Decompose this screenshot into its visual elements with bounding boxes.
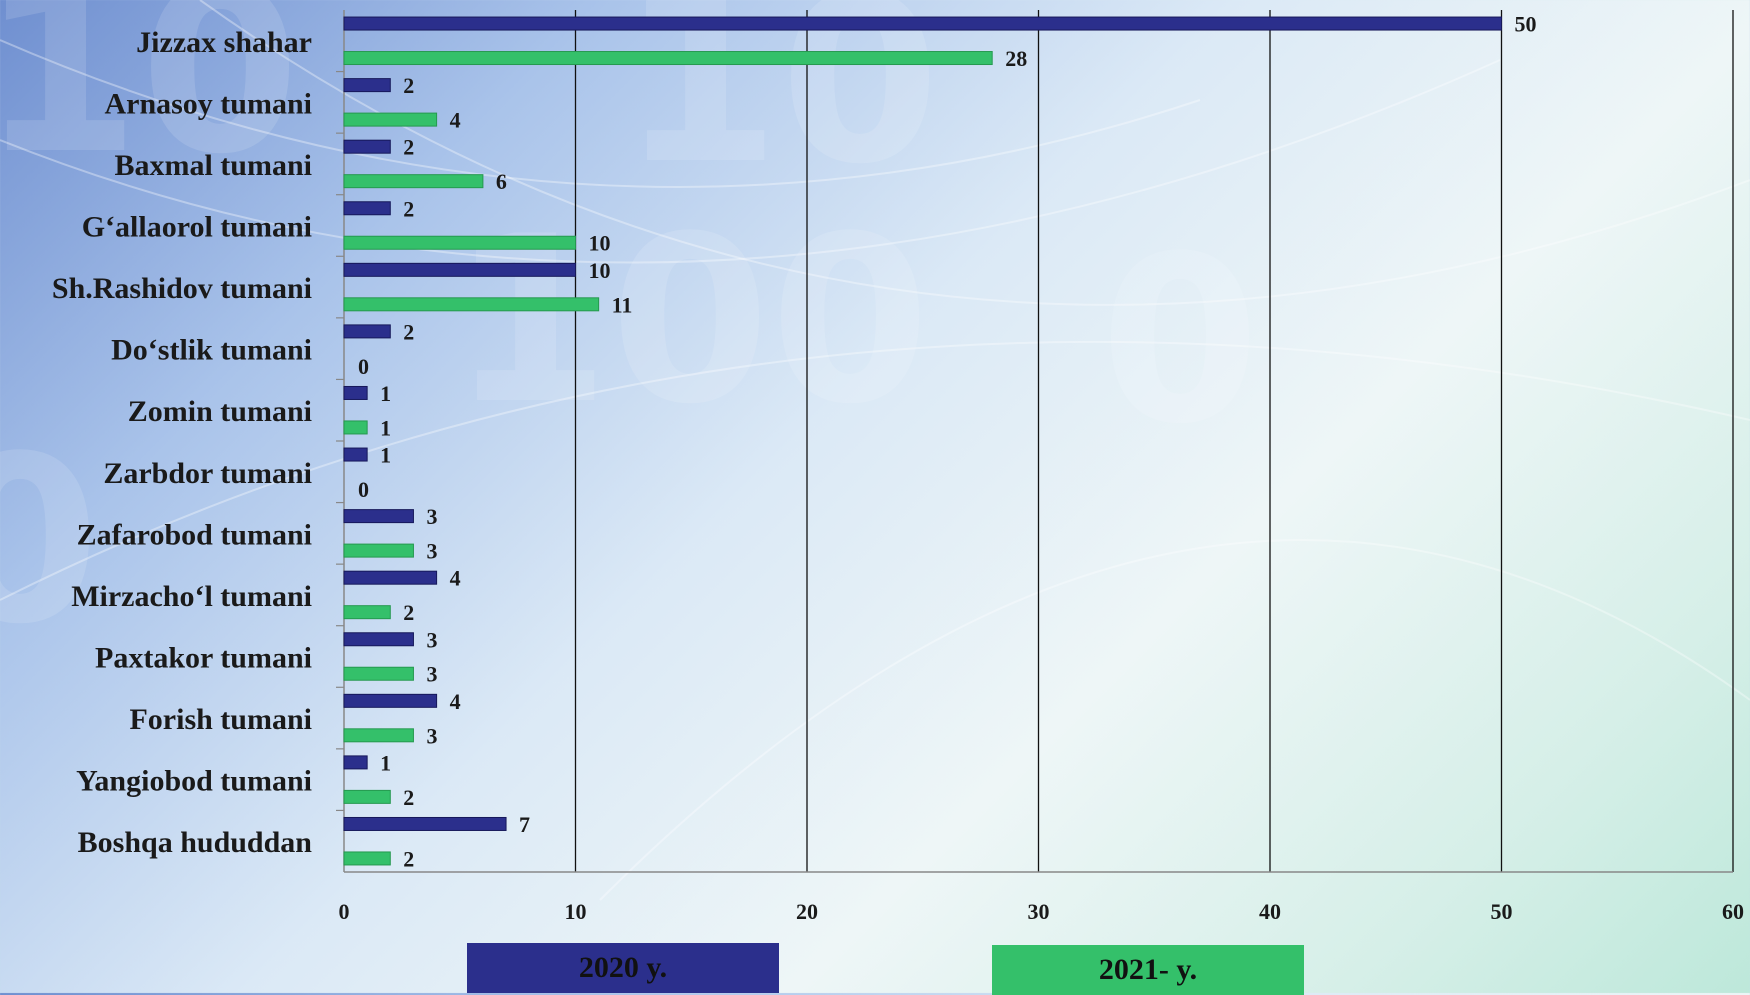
data-label: 0 — [358, 477, 369, 502]
category-label: G‘allaorol tumani — [82, 211, 312, 244]
bar-2020 — [343, 324, 391, 339]
bar-2020 — [343, 509, 414, 524]
svg-text:10: 10 — [0, 0, 300, 205]
data-label: 1 — [380, 443, 391, 468]
data-label: 1 — [380, 750, 391, 775]
data-label: 3 — [426, 662, 437, 687]
category-label: Sh.Rashidov tumani — [52, 272, 312, 305]
category-label: Zomin tumani — [128, 395, 312, 428]
bar-2021 — [343, 605, 391, 620]
bar-2020 — [343, 755, 368, 770]
bar-2020 — [343, 201, 391, 216]
data-label: 4 — [450, 689, 461, 714]
category-label: Yangiobod tumani — [76, 765, 312, 798]
bar-2020 — [343, 632, 414, 647]
legend-item-2020: 2020 y. — [467, 943, 779, 993]
category-label: Mirzacho‘l tumani — [71, 580, 312, 613]
data-label: 1 — [380, 381, 391, 406]
x-tick-label: 0 — [339, 899, 350, 924]
data-label: 11 — [612, 292, 633, 317]
bar-2020 — [343, 816, 507, 831]
data-label: 3 — [426, 627, 437, 652]
svg-text:0: 0 — [1100, 208, 1260, 475]
data-label: 2 — [403, 135, 414, 160]
bar-2021 — [343, 51, 993, 66]
data-label: 7 — [519, 812, 530, 837]
data-label: 3 — [426, 723, 437, 748]
category-label: Do‘stlik tumani — [111, 334, 312, 367]
category-label: Paxtakor tumani — [95, 642, 312, 675]
bar-2021 — [343, 297, 600, 312]
category-label: Zarbdor tumani — [103, 457, 312, 490]
data-label: 4 — [450, 108, 461, 133]
x-tick-label: 40 — [1259, 899, 1281, 924]
category-label: Zafarobod tumani — [77, 518, 312, 551]
data-label: 3 — [426, 539, 437, 564]
bar-2021 — [343, 851, 391, 866]
category-label: Arnasoy tumani — [104, 87, 312, 120]
bar-2020 — [343, 16, 1502, 31]
bar-2020 — [343, 139, 391, 154]
data-label: 0 — [358, 354, 369, 379]
data-label: 4 — [450, 566, 461, 591]
bar-2021 — [343, 420, 368, 435]
legend-item-2021: 2021- y. — [992, 945, 1304, 995]
x-tick-label: 50 — [1491, 899, 1513, 924]
data-label: 28 — [1005, 46, 1027, 71]
data-label: 2 — [403, 196, 414, 221]
bar-2021 — [343, 235, 576, 250]
bar-2021 — [343, 789, 391, 804]
data-label: 2 — [403, 846, 414, 871]
data-label: 10 — [589, 258, 611, 283]
category-label: Baxmal tumani — [114, 149, 312, 182]
data-label: 50 — [1515, 12, 1537, 37]
bar-2021 — [343, 174, 484, 189]
data-label: 10 — [589, 231, 611, 256]
bar-2021 — [343, 728, 414, 743]
category-label: Forish tumani — [129, 703, 312, 736]
data-label: 2 — [403, 319, 414, 344]
data-label: 1 — [380, 415, 391, 440]
x-tick-label: 30 — [1028, 899, 1050, 924]
bar-2021 — [343, 112, 438, 127]
svg-text:0: 0 — [0, 408, 100, 675]
bar-2021 — [343, 666, 414, 681]
bar-2020 — [343, 385, 368, 400]
bar-2021 — [343, 543, 414, 558]
svg-text:100: 100 — [450, 188, 930, 455]
bar-2020 — [343, 447, 368, 462]
bar-2020 — [343, 262, 576, 277]
bar-2020 — [343, 78, 391, 93]
svg-text:10: 10 — [620, 0, 940, 215]
data-label: 2 — [403, 785, 414, 810]
data-label: 2 — [403, 73, 414, 98]
data-label: 2 — [403, 600, 414, 625]
bar-2020 — [343, 570, 438, 585]
category-label: Jizzax shahar — [136, 26, 312, 59]
category-label: Boshqa hududdan — [78, 826, 313, 859]
data-label: 6 — [496, 169, 507, 194]
x-tick-label: 60 — [1722, 899, 1744, 924]
x-tick-label: 10 — [565, 899, 587, 924]
data-label: 3 — [426, 504, 437, 529]
x-tick-label: 20 — [796, 899, 818, 924]
bar-2020 — [343, 693, 438, 708]
